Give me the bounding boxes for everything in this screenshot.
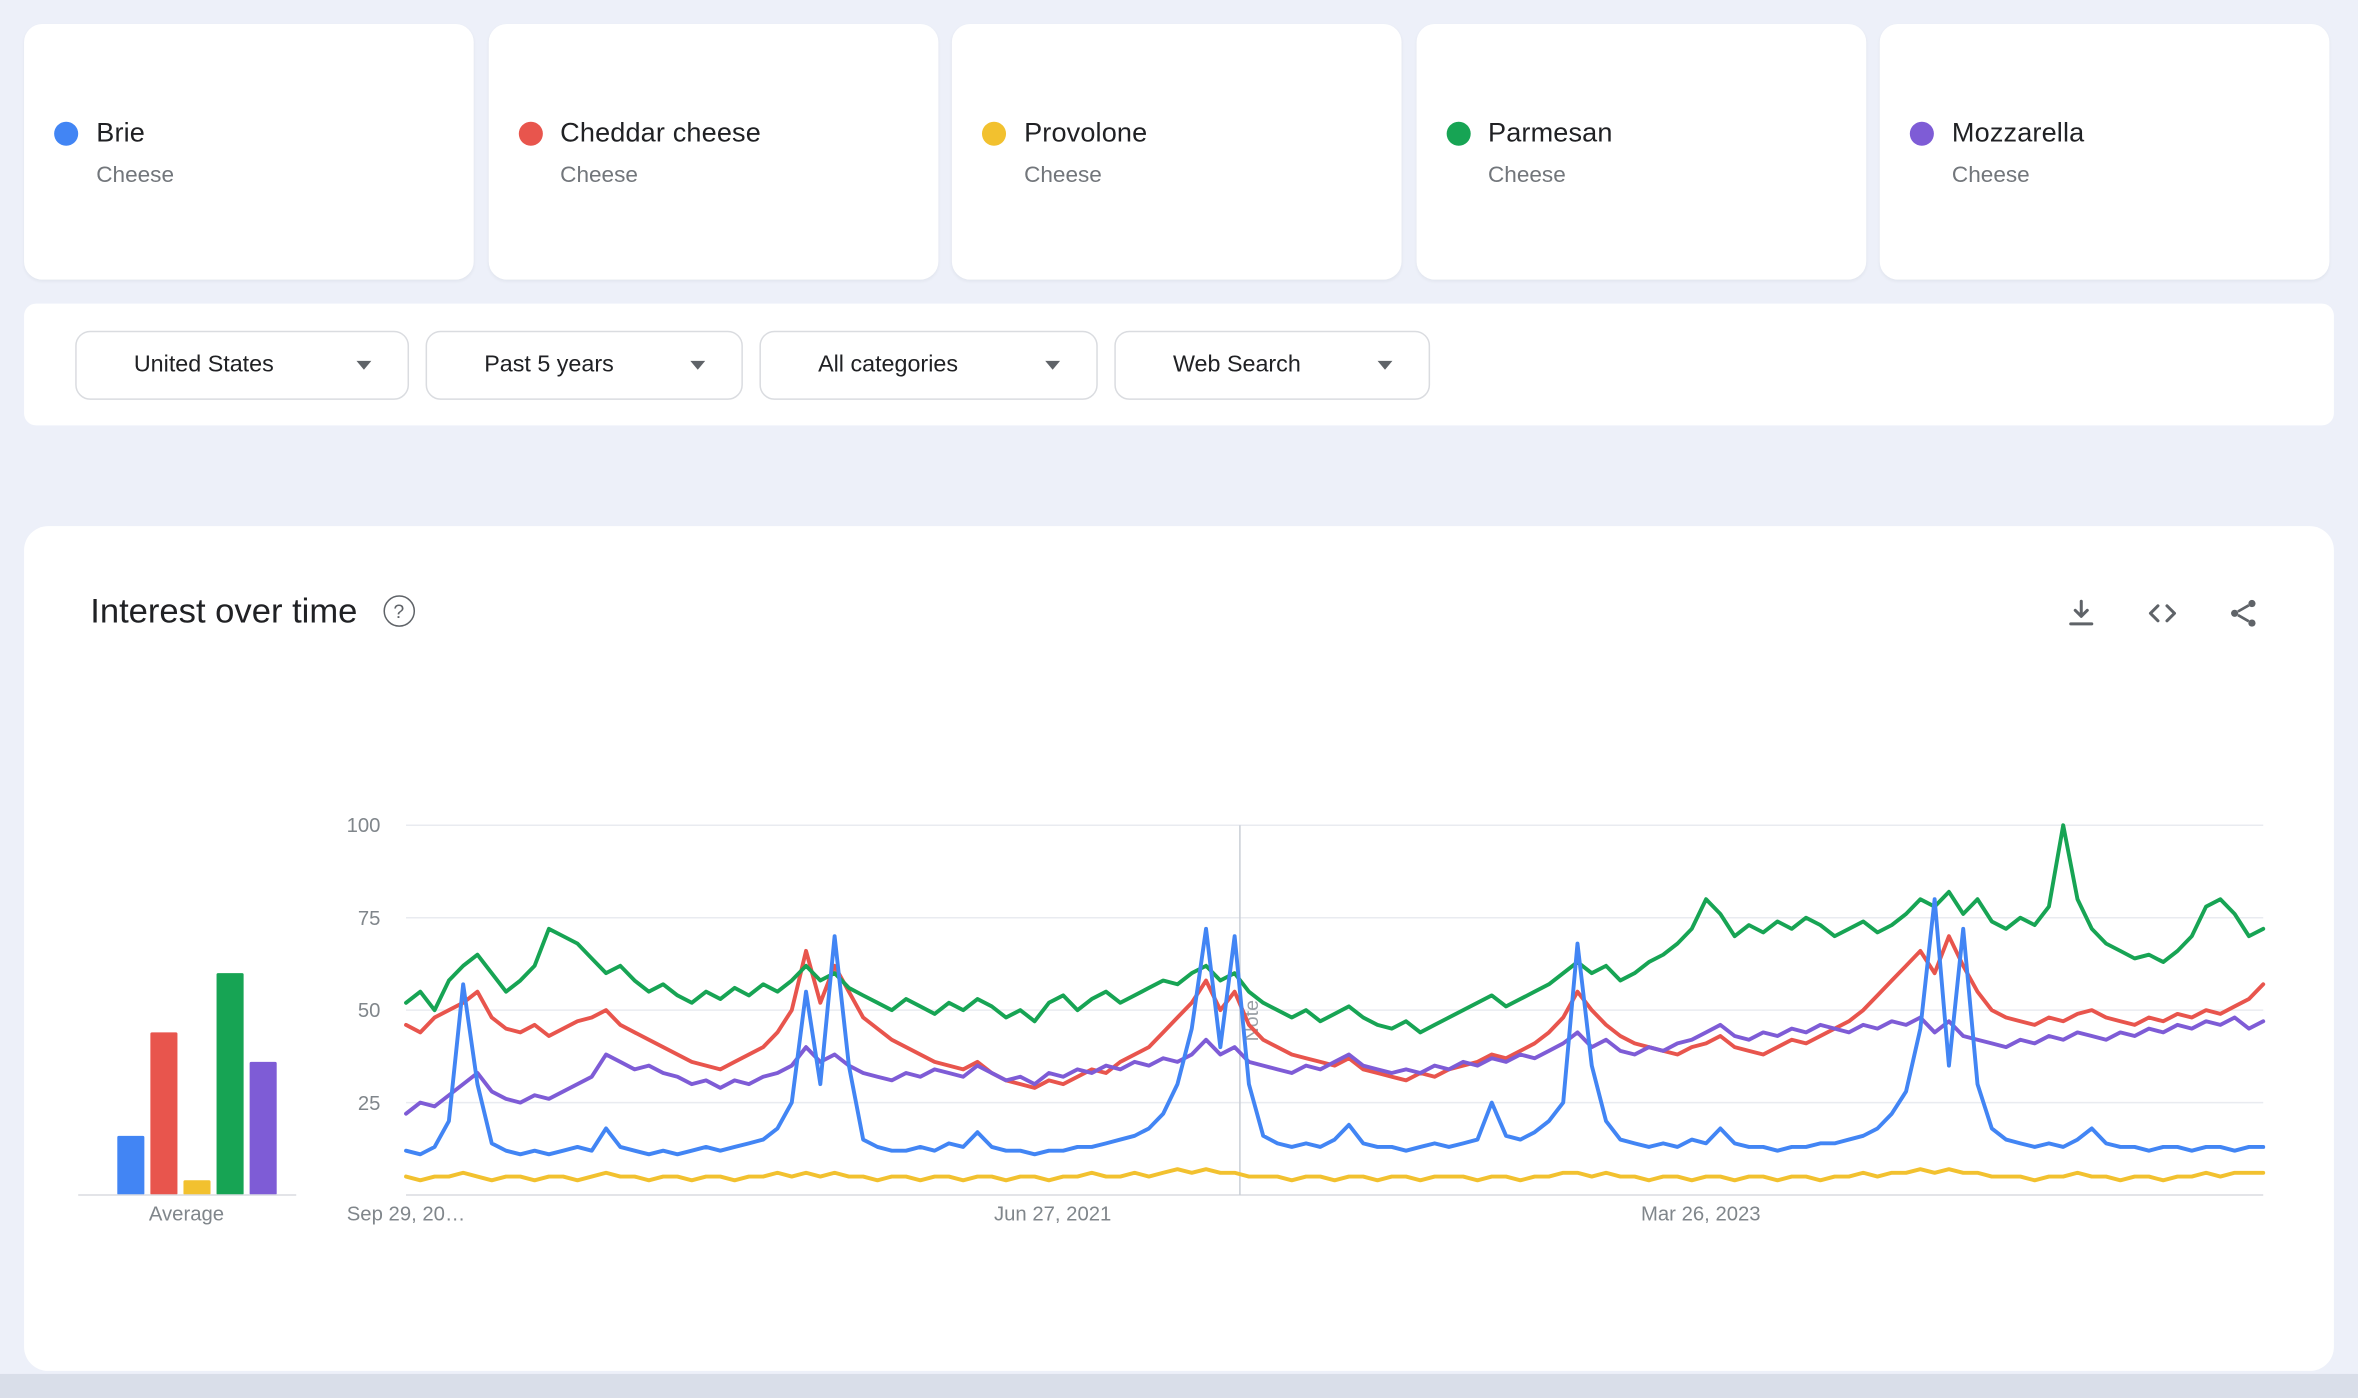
y-axis-tick: 75: [357, 906, 381, 929]
region-filter[interactable]: United States: [75, 329, 410, 400]
category-filter-label: All categories: [818, 350, 958, 377]
term-row: Brie: [54, 117, 453, 149]
term-row: Provolone: [981, 117, 1381, 149]
term-color-dot: [518, 121, 543, 146]
average-label: Average: [148, 1202, 225, 1226]
next-section-edge: [0, 1373, 2358, 1398]
page-title: Interest over time: [90, 590, 358, 630]
region-filter-label: United States: [133, 350, 274, 377]
x-axis-tick: Sep 29, 20…: [346, 1202, 466, 1226]
help-icon[interactable]: ?: [382, 595, 415, 627]
share-icon[interactable]: [2226, 595, 2262, 631]
average-bar-chart: [78, 973, 297, 1196]
section-title-row: Interest over time ?: [90, 590, 415, 632]
embed-icon[interactable]: [2144, 595, 2180, 631]
term-card-brie[interactable]: Brie Cheese: [24, 24, 474, 280]
interest-over-time-card: Interest over time ? 100 75 50 25 Averag…: [24, 526, 2334, 1371]
chevron-down-icon: [1347, 360, 1393, 370]
term-sublabel: Cheese: [1488, 162, 1566, 188]
term-label: Mozzarella: [1951, 117, 2085, 148]
term-card-mozzarella[interactable]: Mozzarella Cheese: [1879, 24, 2330, 280]
y-axis-tick: 100: [346, 813, 381, 837]
category-filter[interactable]: All categories: [759, 329, 1098, 400]
chevron-down-icon: [1015, 360, 1061, 370]
chart-actions: [2063, 595, 2262, 631]
term-label: Parmesan: [1488, 117, 1613, 148]
x-axis-tick: Jun 27, 2021: [993, 1202, 1112, 1226]
interest-line-chart[interactable]: Note: [404, 823, 2266, 1201]
term-color-dot: [1445, 121, 1470, 146]
term-sublabel: Cheese: [96, 162, 174, 188]
term-row: Parmesan: [1445, 117, 1845, 149]
term-label: Cheddar cheese: [560, 117, 761, 148]
term-row: Mozzarella: [1909, 117, 2309, 149]
term-label: Brie: [96, 117, 145, 148]
download-icon[interactable]: [2063, 595, 2099, 631]
y-axis-tick: 50: [357, 998, 381, 1022]
term-card-parmesan[interactable]: Parmesan Cheese: [1415, 24, 1866, 280]
x-axis-tick: Mar 26, 2023: [1640, 1202, 1761, 1226]
time-range-filter-label: Past 5 years: [484, 350, 614, 377]
term-color-dot: [1909, 121, 1934, 146]
term-card-cheddar-cheese[interactable]: Cheddar cheese Cheese: [487, 24, 938, 280]
chevron-down-icon: [660, 360, 706, 370]
term-row: Cheddar cheese: [518, 117, 917, 149]
term-sublabel: Cheese: [560, 162, 638, 188]
term-color-dot: [54, 121, 79, 146]
term-sublabel: Cheese: [1951, 162, 2030, 188]
filter-bar: United States Past 5 years All categorie…: [24, 303, 2334, 426]
time-range-filter[interactable]: Past 5 years: [425, 329, 743, 400]
compare-cards: Brie Cheese Cheddar cheese Cheese Provol…: [24, 24, 2330, 280]
term-sublabel: Cheese: [1024, 162, 1102, 188]
term-label: Provolone: [1024, 117, 1148, 148]
term-card-provolone[interactable]: Provolone Cheese: [951, 24, 1402, 280]
term-color-dot: [981, 121, 1007, 146]
search-type-filter[interactable]: Web Search: [1114, 329, 1431, 400]
search-type-filter-label: Web Search: [1172, 350, 1301, 377]
y-axis-tick: 25: [357, 1091, 381, 1114]
chevron-down-icon: [326, 360, 372, 370]
